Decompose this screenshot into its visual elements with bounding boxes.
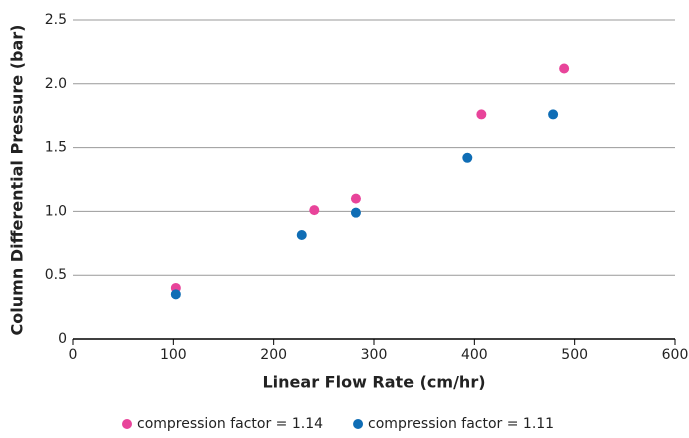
- legend-label: compression factor = 1.14: [137, 416, 323, 432]
- y-tick-label: 1.5: [45, 140, 67, 156]
- legend-marker: [353, 419, 364, 429]
- x-tick-label: 500: [561, 347, 588, 363]
- y-tick-label: 0: [58, 331, 67, 347]
- point: [548, 109, 559, 120]
- point: [296, 230, 307, 241]
- x-tick-label: 100: [160, 347, 187, 363]
- point: [476, 109, 487, 120]
- y-axis-title: Column Differential Pressure (bar): [8, 25, 27, 336]
- point: [462, 152, 473, 163]
- point: [350, 207, 361, 218]
- x-tick-label: 200: [260, 347, 287, 363]
- x-tick-label: 400: [461, 347, 488, 363]
- x-tick-label: 300: [361, 347, 388, 363]
- point: [350, 193, 361, 204]
- y-tick-label: 2.0: [45, 76, 67, 92]
- point: [170, 289, 181, 300]
- legend-marker: [122, 419, 132, 429]
- point: [309, 205, 320, 216]
- point: [559, 63, 570, 74]
- y-tick-label: 0.5: [45, 267, 67, 283]
- y-tick-label: 1.0: [45, 203, 67, 219]
- y-tick-label: 2.5: [45, 12, 67, 28]
- x-tick-label: 600: [662, 347, 689, 363]
- legend-label: compression factor = 1.11: [368, 416, 554, 432]
- x-axis-title: Linear Flow Rate (cm/hr): [262, 373, 485, 392]
- x-tick-label: 0: [69, 347, 78, 363]
